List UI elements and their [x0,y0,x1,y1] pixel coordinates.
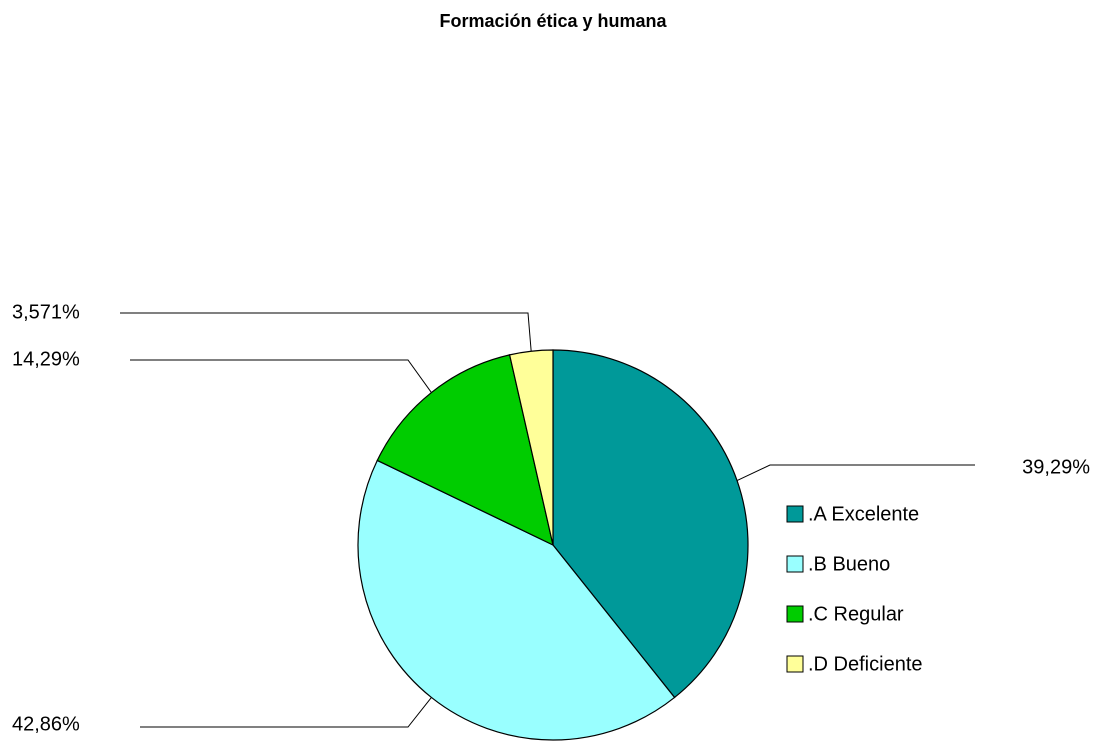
legend-swatch [786,555,804,573]
chart-title: Formación ética y humana [439,11,667,31]
legend-swatch [786,655,804,673]
data-label: 39,29% [1022,456,1090,478]
legend-label: .D Deficiente [808,653,923,675]
pie-slice [376,354,554,547]
pie-slice [508,349,554,546]
data-label: 3,571% [12,301,80,323]
legend-swatch [786,605,804,623]
legend-label: .C Regular [808,603,904,625]
leader-line [140,697,432,728]
data-label: 42,86% [12,713,80,735]
leader-line [736,464,975,482]
legend-swatch [786,505,804,523]
legend-label: .A Excelente [808,503,919,525]
data-label: 14,29% [12,348,80,370]
leader-line [130,359,432,393]
leader-line [120,312,532,352]
legend-label: .B Bueno [808,553,890,575]
